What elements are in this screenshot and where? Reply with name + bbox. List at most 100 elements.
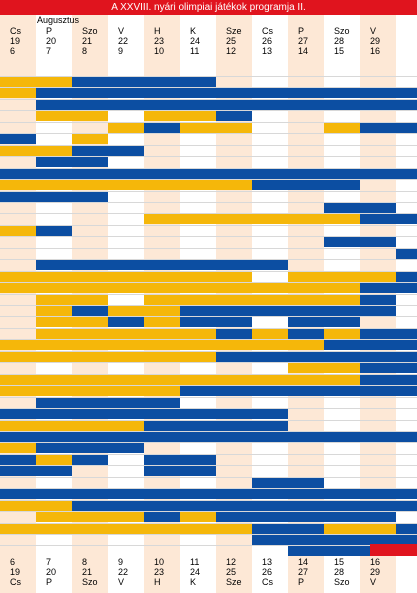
- event-cell-gold: [108, 421, 144, 431]
- event-cell-gold: [108, 272, 144, 282]
- day-footer: 13 26 Cs: [262, 557, 273, 587]
- row-separator: [0, 87, 417, 88]
- event-cell-blue: [144, 489, 180, 499]
- event-cell-blue: [0, 455, 36, 465]
- day-header-aug: 19: [10, 36, 21, 46]
- event-cell-gold: [324, 375, 360, 385]
- day-header-dow: H: [154, 26, 161, 36]
- day-header-num: 15: [334, 46, 345, 56]
- event-cell-gold: [180, 295, 216, 305]
- day-header: Szo 28 15: [334, 26, 350, 56]
- event-cell-blue: [252, 100, 288, 110]
- event-cell-blue: [324, 100, 360, 110]
- day-footer-num: 13: [262, 557, 273, 567]
- row-separator: [0, 191, 417, 192]
- event-cell-gold: [72, 111, 108, 121]
- event-cell-blue: [216, 329, 252, 339]
- event-cell-gold: [216, 524, 252, 534]
- event-cell-gold: [0, 340, 36, 350]
- event-cell-gold: [288, 214, 324, 224]
- event-cell-blue: [108, 77, 144, 87]
- day-footer-num: 6: [10, 557, 16, 567]
- event-cell-blue: [396, 524, 417, 534]
- row-separator: [0, 122, 417, 123]
- event-cell-gold: [360, 524, 396, 534]
- event-cell-gold: [36, 146, 72, 156]
- day-footer-aug: 22: [118, 567, 129, 577]
- event-cell-gold: [36, 317, 72, 327]
- row-separator: [0, 316, 417, 317]
- event-cell-gold: [36, 501, 72, 511]
- event-cell-blue: [72, 409, 108, 419]
- event-cell-gold: [108, 375, 144, 385]
- event-cell-blue: [360, 306, 396, 316]
- day-header: Cs 26 13: [262, 26, 273, 56]
- row-separator: [0, 523, 417, 524]
- event-cell-blue: [288, 100, 324, 110]
- day-footer-aug: 24: [190, 567, 201, 577]
- event-cell-blue: [36, 157, 72, 167]
- event-cell-gold: [0, 180, 36, 190]
- event-cell-blue: [396, 386, 417, 396]
- day-header-aug: 27: [298, 36, 309, 46]
- event-cell-blue: [252, 306, 288, 316]
- event-cell-blue: [180, 489, 216, 499]
- event-cell-blue: [0, 489, 36, 499]
- event-cell-blue: [216, 512, 252, 522]
- event-cell-gold: [0, 272, 36, 282]
- event-cell-blue: [288, 524, 324, 534]
- event-cell-blue: [324, 180, 360, 190]
- event-cell-blue: [360, 501, 396, 511]
- event-cell-blue: [216, 111, 252, 121]
- event-cell-blue: [252, 386, 288, 396]
- event-cell-blue: [360, 489, 396, 499]
- event-cell-blue: [288, 169, 324, 179]
- day-header-dow: Szo: [82, 26, 98, 36]
- event-cell-blue: [144, 100, 180, 110]
- row-separator: [0, 408, 417, 409]
- row-separator: [0, 133, 417, 134]
- event-cell-blue: [396, 489, 417, 499]
- event-cell-gold: [144, 272, 180, 282]
- event-cell-gold: [180, 524, 216, 534]
- event-cell-blue: [108, 88, 144, 98]
- event-cell-blue: [396, 88, 417, 98]
- event-cell-gold: [0, 352, 36, 362]
- event-cell-gold: [252, 283, 288, 293]
- row-separator: [0, 328, 417, 329]
- event-cell-blue: [360, 237, 396, 247]
- event-cell-blue: [180, 317, 216, 327]
- day-header: Szo 21 8: [82, 26, 98, 56]
- day-footer-aug: 23: [154, 567, 165, 577]
- event-cell-blue: [396, 501, 417, 511]
- day-header-aug: 20: [46, 36, 57, 46]
- event-cell-blue: [252, 501, 288, 511]
- event-cell-gold: [72, 524, 108, 534]
- event-cell-blue: [396, 340, 417, 350]
- event-cell-gold: [108, 329, 144, 339]
- event-cell-gold: [36, 283, 72, 293]
- event-cell-gold: [0, 88, 36, 98]
- event-cell-blue: [144, 512, 180, 522]
- row-separator: [0, 442, 417, 443]
- row-separator: [0, 534, 417, 535]
- day-header-aug: 22: [118, 36, 129, 46]
- event-cell-blue: [252, 352, 288, 362]
- day-header: Sze 25 12: [226, 26, 242, 56]
- event-cell-gold: [0, 146, 36, 156]
- event-cell-gold: [36, 340, 72, 350]
- event-cell-gold: [108, 340, 144, 350]
- event-cell-gold: [36, 295, 72, 305]
- event-cell-blue: [0, 409, 36, 419]
- event-cell-blue: [36, 100, 72, 110]
- event-cell-blue: [216, 386, 252, 396]
- event-cell-gold: [36, 455, 72, 465]
- event-cell-blue: [216, 409, 252, 419]
- event-cell-gold: [72, 180, 108, 190]
- event-cell-blue: [252, 524, 288, 534]
- event-cell-blue: [360, 295, 396, 305]
- event-cell-blue: [252, 169, 288, 179]
- event-cell-blue: [324, 501, 360, 511]
- day-footer-aug: 29: [370, 567, 381, 577]
- day-header: P 27 14: [298, 26, 308, 56]
